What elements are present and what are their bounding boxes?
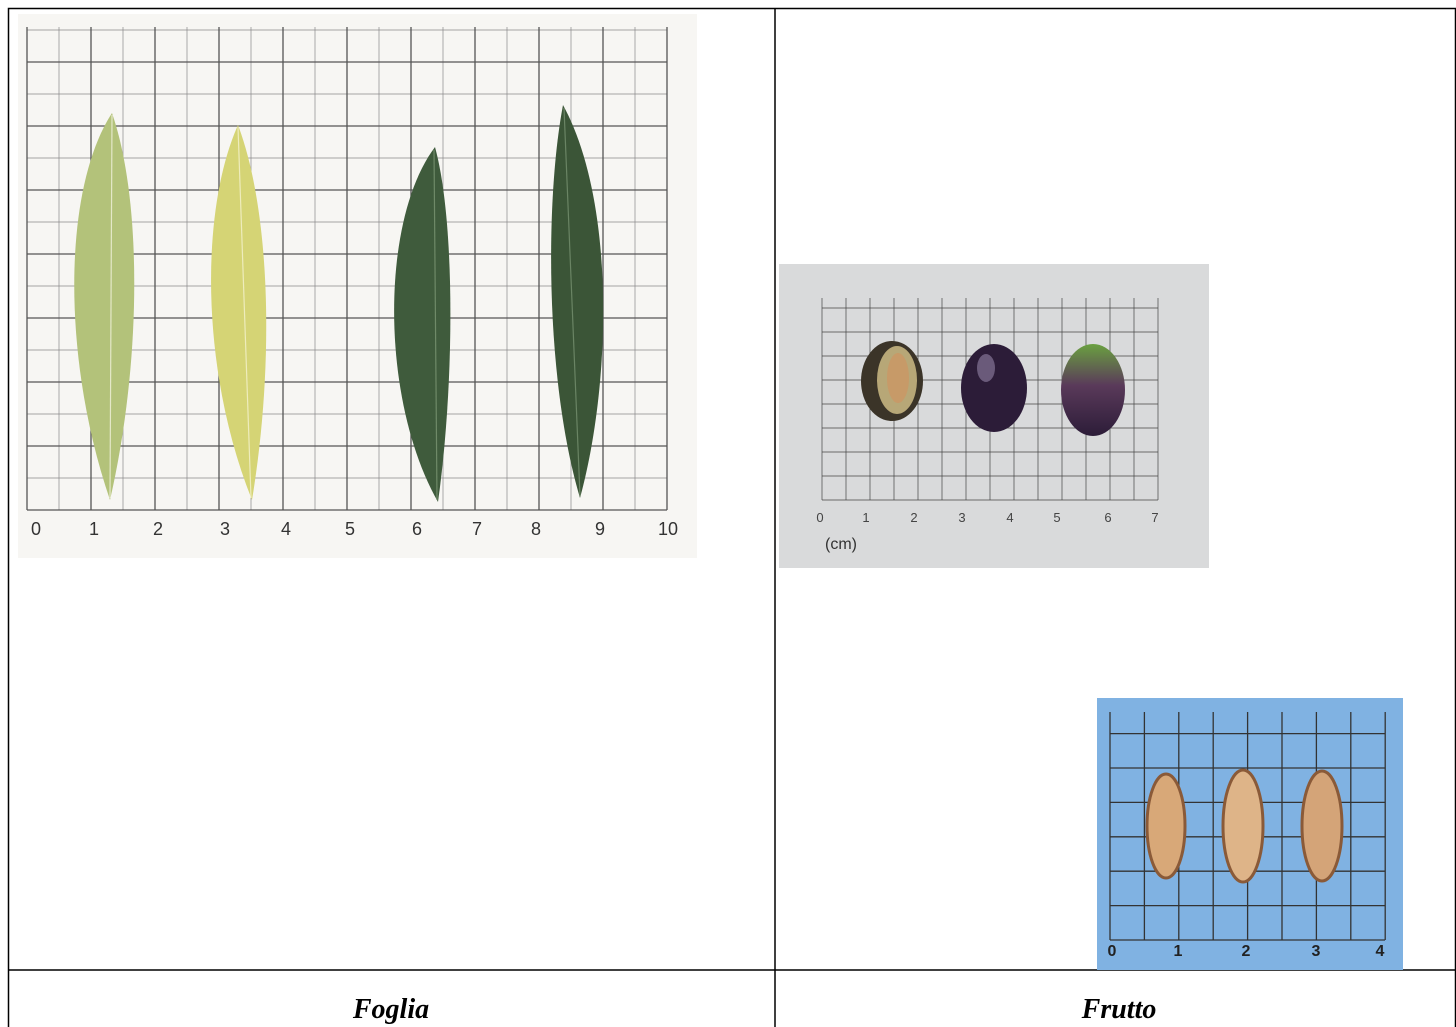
scale-label: 1 <box>89 519 99 539</box>
scale-label: 7 <box>1151 510 1158 525</box>
scale-label: 10 <box>658 519 678 539</box>
scale-label: 1 <box>862 510 869 525</box>
scale-label: 6 <box>1104 510 1111 525</box>
scale-label: 0 <box>1108 943 1117 960</box>
caption: Foglia <box>352 994 429 1025</box>
scale-label: 3 <box>220 519 230 539</box>
document: Foglia Frutto (cm) 0 1 2 3 4 5 6 7 8 9 10 0 1 2 3 4 5 6 7 0… <box>0 0 1456 1027</box>
olive <box>961 344 1027 432</box>
caption: Frutto <box>1081 994 1157 1025</box>
scale-label: 2 <box>910 510 917 525</box>
scale-label: 0 <box>816 510 823 525</box>
scale-label: 3 <box>1312 943 1321 960</box>
scale-label: 3 <box>958 510 965 525</box>
olive <box>1061 344 1125 436</box>
scale-label: 1 <box>1174 943 1183 960</box>
scale-label: 6 <box>412 519 422 539</box>
page: {"table": {"captions": ["Foglia", "Frutt… <box>0 0 1456 1027</box>
seed <box>1223 770 1263 882</box>
scale-label: 4 <box>1376 943 1385 960</box>
scale-label: 5 <box>1053 510 1060 525</box>
scale-label: 4 <box>1006 510 1013 525</box>
scale-label: 9 <box>595 519 605 539</box>
scale-label: 4 <box>281 519 291 539</box>
scale-label: 0 <box>31 519 41 539</box>
scale-label: 7 <box>472 519 482 539</box>
scale-label: 8 <box>531 519 541 539</box>
olive-pit <box>887 353 909 403</box>
scale-unit: (cm) <box>825 536 857 553</box>
scale-label: 2 <box>153 519 163 539</box>
seed <box>1147 774 1185 878</box>
olive-shine <box>977 354 995 382</box>
scale-label: 5 <box>345 519 355 539</box>
scale-label: 2 <box>1242 943 1251 960</box>
seed <box>1302 771 1342 881</box>
